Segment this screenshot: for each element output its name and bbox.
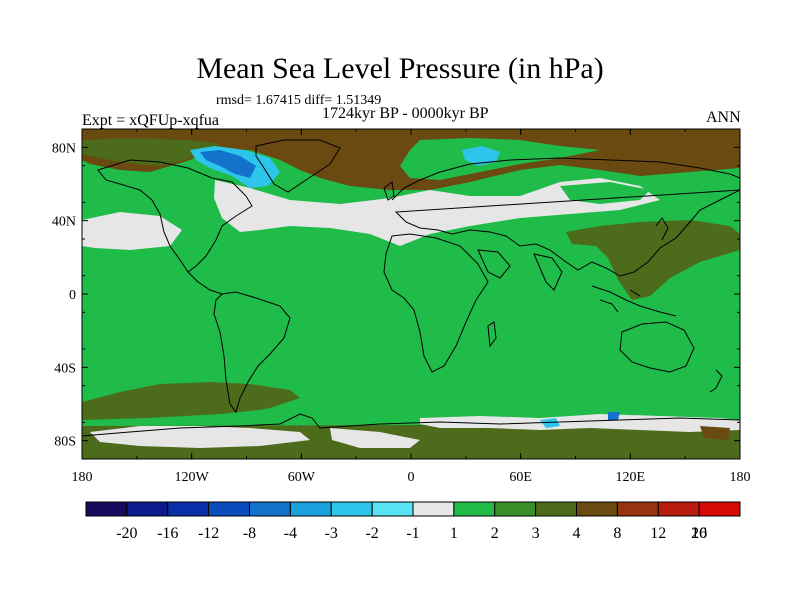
coast-new-zealand bbox=[709, 369, 723, 393]
colorbar-label: -1 bbox=[406, 525, 419, 542]
colorbar-swatch bbox=[535, 501, 577, 517]
coast-arabia bbox=[477, 249, 511, 279]
lat-label: 40S bbox=[54, 361, 76, 376]
colorbar-swatch bbox=[576, 501, 618, 517]
siberia-green-patch bbox=[560, 182, 650, 204]
stats-text: rmsd= 1.67415 diff= 1.51349 bbox=[216, 93, 382, 108]
lat-label: 0 bbox=[69, 288, 76, 303]
lat-label: 80S bbox=[54, 435, 76, 450]
antarctic-neutral-east2 bbox=[330, 428, 420, 448]
colorbar-swatch bbox=[698, 501, 741, 517]
axes: 80N 40N 0 40S 80S 180 120W 60W 0 60E 120E 180 bbox=[52, 128, 751, 485]
antarctic-brown-spot bbox=[700, 426, 730, 440]
colorbar-label: -4 bbox=[284, 525, 297, 542]
colorbar-swatch bbox=[208, 501, 250, 517]
north-pacific-neutral-band bbox=[82, 212, 182, 250]
coast-australia bbox=[619, 321, 695, 373]
colorbar-swatch bbox=[412, 501, 455, 517]
field-layer bbox=[82, 129, 740, 459]
colorbar-label: 1 bbox=[450, 525, 458, 542]
colorbar-label: -8 bbox=[243, 525, 256, 542]
colorbar-label: 20 bbox=[691, 525, 707, 542]
lat-label: 40N bbox=[52, 215, 76, 230]
experiment-label: Expt = xQFUp-xqfua bbox=[82, 112, 220, 129]
antarctic-neutral-west bbox=[90, 426, 310, 448]
antarctic-negative-spot bbox=[540, 418, 560, 428]
colorbar-label: 3 bbox=[532, 525, 540, 542]
colorbar-swatch bbox=[126, 501, 169, 517]
coast-greenland bbox=[255, 139, 341, 193]
arctic-moderate-region bbox=[82, 138, 220, 166]
colorbar-swatch bbox=[249, 501, 291, 517]
lon-label: 120E bbox=[616, 470, 646, 485]
season-label: ANN bbox=[706, 109, 741, 126]
coast-antarctica bbox=[82, 413, 740, 437]
colorbar-swatch bbox=[289, 501, 332, 517]
colorbar-swatch bbox=[494, 501, 537, 517]
lon-label: 120W bbox=[175, 470, 210, 485]
antarctic-negative-spot2 bbox=[608, 412, 620, 420]
colorbar-swatch bbox=[330, 501, 373, 517]
colorbar-swatch bbox=[167, 501, 210, 517]
barents-negative bbox=[462, 146, 500, 166]
colorbar-swatch bbox=[85, 501, 128, 517]
coast-india bbox=[533, 253, 563, 291]
coast-uk bbox=[383, 181, 395, 201]
north-atlantic-neutral-band bbox=[214, 178, 660, 246]
coast-central-america bbox=[187, 271, 223, 295]
lon-label: 180 bbox=[72, 470, 93, 485]
colorbar-label: 4 bbox=[573, 525, 581, 542]
colorbar-label: -12 bbox=[198, 525, 219, 542]
colorbar-label: 16 bbox=[691, 525, 707, 542]
plot-title: Mean Sea Level Pressure (in hPa) bbox=[196, 52, 604, 85]
lon-label: 60E bbox=[509, 470, 532, 485]
colorbar-swatch bbox=[453, 501, 496, 517]
lat-label: 80N bbox=[52, 141, 76, 156]
coast-south-america bbox=[213, 291, 291, 414]
colorbar-label: -2 bbox=[365, 525, 378, 542]
colorbar-swatch bbox=[657, 501, 700, 517]
colorbar-label: -16 bbox=[157, 525, 178, 542]
colorbar-label: 2 bbox=[491, 525, 499, 542]
colorbar-label: 12 bbox=[650, 525, 666, 542]
west-pacific-positive-region bbox=[566, 220, 740, 300]
lon-label: 0 bbox=[408, 470, 415, 485]
lon-label: 180 bbox=[730, 470, 751, 485]
lon-label: 60W bbox=[288, 470, 316, 485]
coast-madagascar bbox=[487, 321, 497, 348]
colorbar-label: 8 bbox=[613, 525, 621, 542]
coast-africa bbox=[383, 233, 489, 373]
period-text: 1724kyr BP - 0000kyr BP bbox=[322, 105, 489, 122]
coast-japan bbox=[655, 217, 669, 241]
coastlines bbox=[82, 139, 740, 437]
coast-eurasia bbox=[391, 157, 740, 277]
colorbar-swatch bbox=[371, 501, 414, 517]
coast-north-america bbox=[97, 159, 253, 273]
colorbar-label: -3 bbox=[325, 525, 338, 542]
coast-southeast-asia bbox=[591, 285, 677, 317]
greenland-strong-negative bbox=[200, 150, 256, 178]
colorbar-swatch bbox=[616, 501, 659, 517]
colorbar-label: -20 bbox=[116, 525, 137, 542]
